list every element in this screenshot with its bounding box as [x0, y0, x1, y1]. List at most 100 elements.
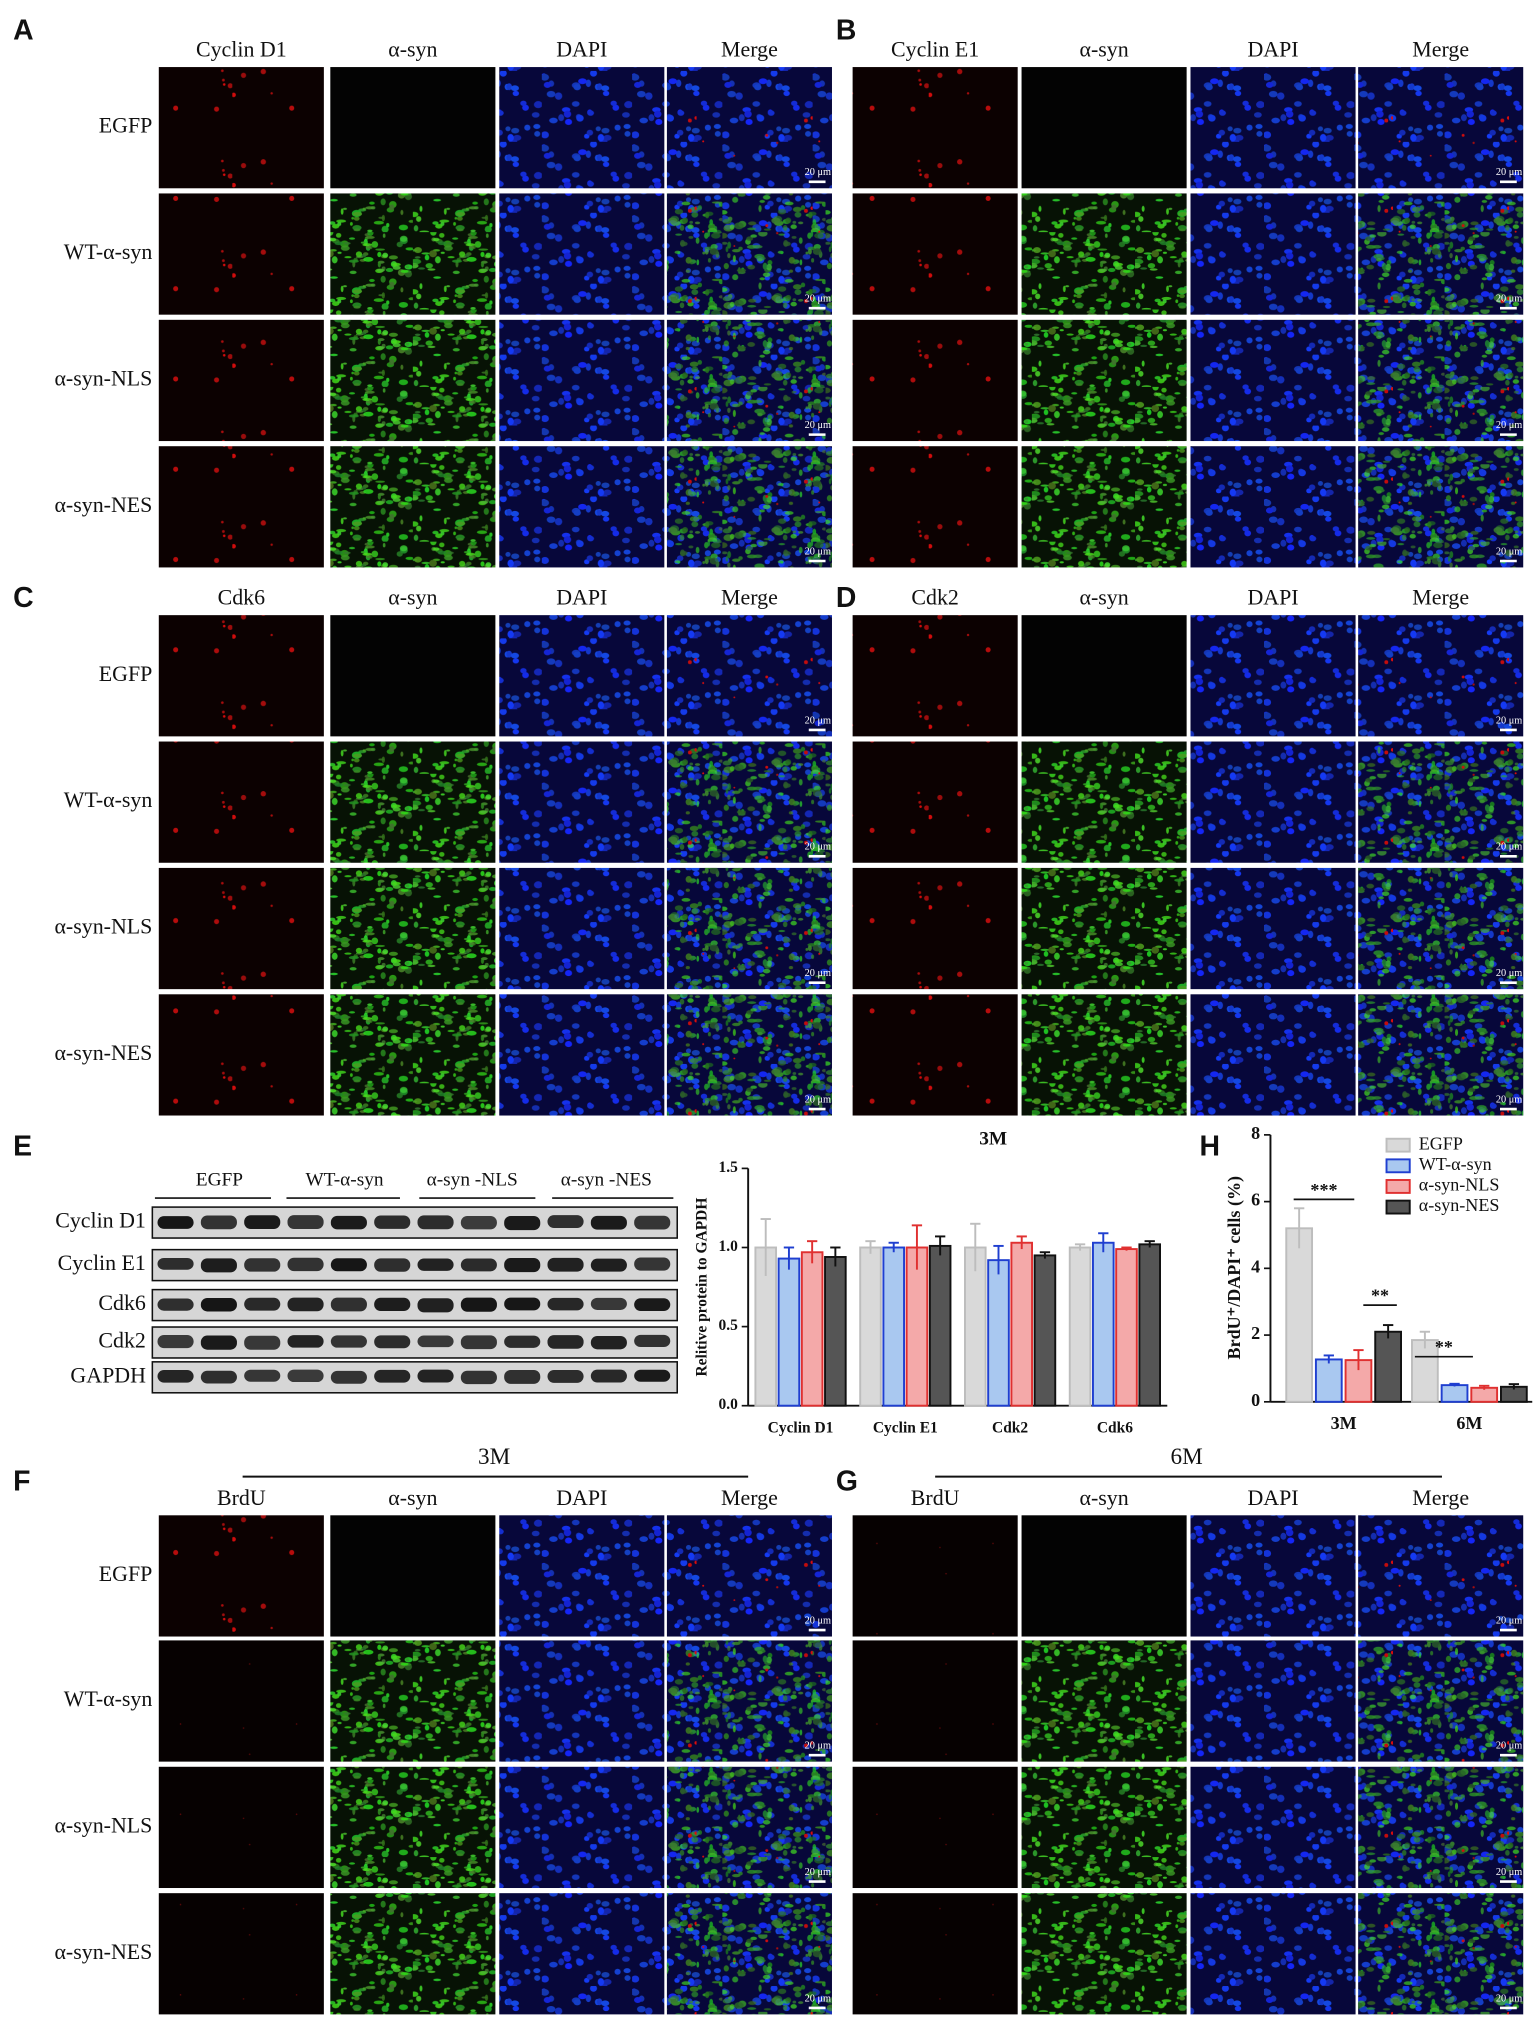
scale-bar-label: 20 μm	[1496, 1741, 1522, 1752]
micrograph: 20 μm	[1358, 1640, 1524, 1762]
image-layer	[1358, 994, 1524, 1116]
protein-label: Cdk6	[98, 1290, 146, 1315]
blot-band	[504, 1216, 541, 1231]
image-layer	[158, 193, 324, 315]
image-layer	[1021, 741, 1187, 863]
bar	[824, 1256, 847, 1407]
micrograph	[330, 67, 496, 189]
scale-bar-label: 20 μm	[805, 546, 831, 557]
image-layer	[330, 193, 496, 315]
scale-bar-label: 20 μm	[805, 420, 831, 431]
micrograph	[852, 615, 1018, 737]
column-header: BrdU	[911, 1485, 960, 1510]
blot-strip	[151, 1326, 679, 1359]
micrograph	[330, 193, 496, 315]
bar	[1010, 1241, 1034, 1407]
micrograph	[499, 615, 665, 737]
column-header: Merge	[1412, 585, 1469, 610]
image-layer	[666, 446, 832, 568]
blot-band	[634, 1215, 671, 1230]
blot-band	[287, 1369, 324, 1383]
image-layer	[499, 446, 665, 568]
scale-bar-label: 20 μm	[805, 715, 831, 726]
error-bar	[934, 1235, 946, 1256]
blot-band	[504, 1257, 541, 1273]
blot-band	[590, 1369, 627, 1383]
micrograph	[499, 319, 665, 442]
error-bar	[1419, 1330, 1431, 1349]
micrograph	[1190, 67, 1356, 189]
image-layer	[1358, 193, 1524, 315]
row-label: WT-α-syn	[64, 787, 153, 812]
blot-band	[200, 1335, 237, 1350]
blot-band	[244, 1258, 281, 1272]
micrograph	[499, 67, 665, 189]
image-layer	[1190, 1893, 1356, 2015]
panel-letter: B	[836, 15, 856, 47]
image-layer	[499, 867, 665, 990]
image-layer	[852, 867, 1018, 990]
row-label: α-syn-NES	[54, 1939, 152, 1964]
image-layer	[852, 446, 1018, 568]
scale-bar-label: 20 μm	[805, 1615, 831, 1626]
image-layer	[330, 615, 496, 737]
protein-label: Cdk2	[98, 1328, 145, 1353]
image-layer	[330, 867, 496, 990]
column-header: DAPI	[1247, 37, 1298, 62]
bar	[1411, 1339, 1439, 1403]
significance-label: ***	[1310, 1180, 1337, 1200]
scale-bar-label: 20 μm	[1496, 420, 1522, 431]
micrograph	[1190, 615, 1356, 737]
blot-band	[157, 1335, 194, 1349]
blot-band	[547, 1257, 584, 1272]
micrograph	[499, 994, 665, 1116]
column-header: DAPI	[556, 37, 607, 62]
error-bar	[993, 1244, 1004, 1275]
image-layer	[1358, 446, 1524, 568]
micrograph	[1021, 615, 1187, 737]
blot-band	[504, 1370, 541, 1384]
blot-band	[157, 1257, 194, 1270]
image-layer	[499, 1515, 665, 1637]
blot-strip	[151, 1206, 679, 1239]
micrograph	[1190, 1766, 1356, 1889]
image-layer	[330, 1766, 496, 1889]
scale-bar-label: 20 μm	[805, 842, 831, 853]
blot-band	[547, 1370, 584, 1383]
micrograph: 20 μm	[666, 67, 832, 189]
micrograph: 20 μm	[1358, 446, 1524, 568]
micrograph	[158, 1515, 324, 1637]
blot-band	[460, 1335, 497, 1350]
error-bar	[806, 1240, 818, 1264]
row-label: EGFP	[99, 661, 153, 686]
image-layer	[666, 1640, 832, 1762]
scale-bar-label: 20 μm	[1496, 167, 1522, 178]
micrograph	[1021, 1766, 1187, 1889]
image-layer	[1358, 1766, 1524, 1889]
image-layer	[1190, 319, 1356, 442]
blot-band	[460, 1216, 497, 1230]
micrograph	[499, 446, 665, 568]
blot-band	[547, 1297, 584, 1311]
image-layer	[1358, 67, 1524, 189]
bar	[1033, 1254, 1057, 1407]
micrograph	[852, 741, 1018, 863]
blot-band	[417, 1335, 454, 1348]
group-label: EGFP	[196, 1170, 243, 1191]
error-bar	[1144, 1240, 1155, 1248]
column-header: α-syn	[388, 1485, 437, 1510]
micrograph: 20 μm	[666, 867, 832, 990]
micrograph	[499, 1766, 665, 1889]
micrograph: 20 μm	[666, 741, 832, 863]
image-layer	[666, 319, 832, 442]
blot-band	[330, 1370, 367, 1384]
image-layer	[1021, 193, 1187, 315]
error-bar	[1508, 1383, 1520, 1390]
image-layer	[499, 319, 665, 442]
micrograph	[158, 319, 324, 442]
image-layer	[852, 193, 1018, 315]
column-header: Cyclin D1	[196, 37, 287, 62]
blot-band	[244, 1335, 281, 1350]
micrograph: 20 μm	[666, 446, 832, 568]
panel-letter: F	[13, 1466, 30, 1498]
